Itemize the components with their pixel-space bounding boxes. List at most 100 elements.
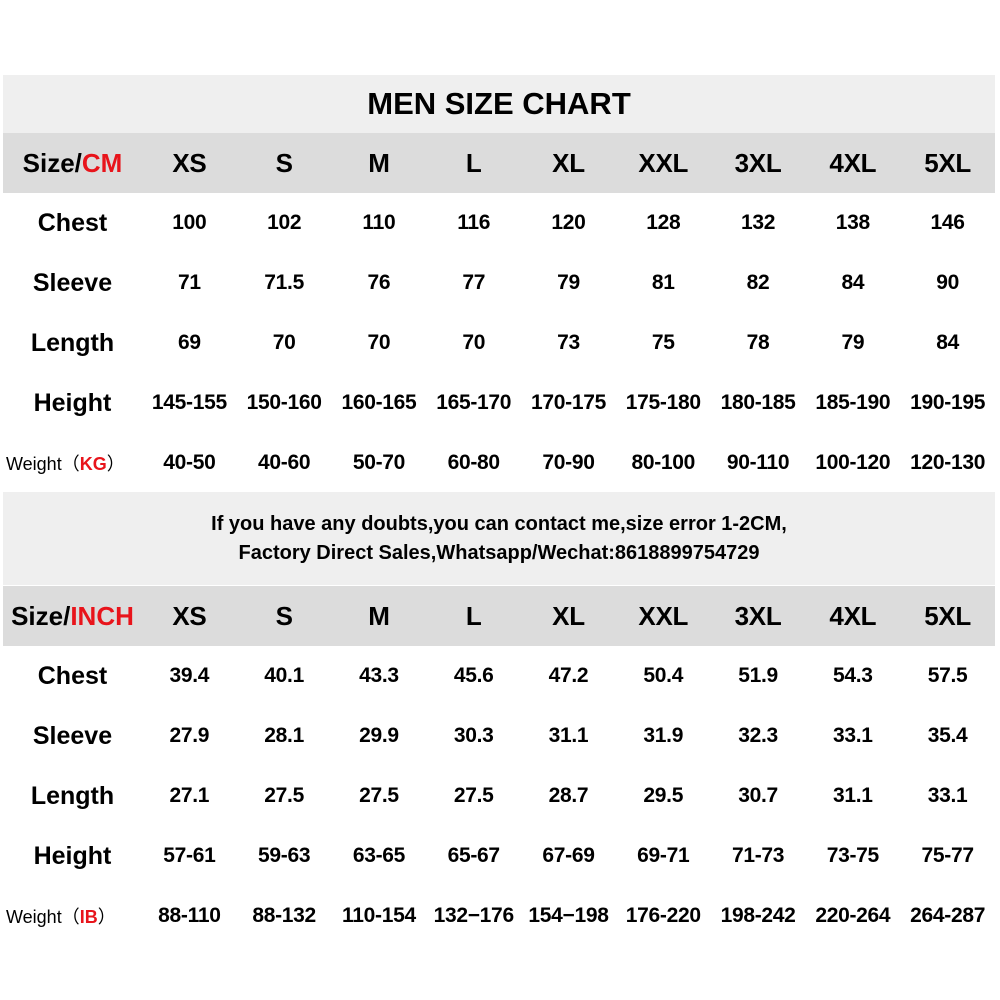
- weight-unit: KG: [79, 454, 107, 474]
- value-cell: 30.3: [453, 724, 494, 747]
- weight-label: Weight（KG）: [3, 450, 142, 476]
- size-header: XS: [172, 147, 207, 178]
- value-cell: 75: [651, 331, 675, 354]
- value-cell: 73: [557, 331, 580, 354]
- value-cell: 54.3: [832, 664, 873, 687]
- value-cell: 120: [551, 211, 586, 234]
- row-label: Height: [33, 841, 112, 870]
- size-header: 3XL: [734, 147, 782, 178]
- value-cell: 32.3: [738, 724, 778, 747]
- chest-row: Chest 39.4 40.1 43.3 45.6 47.2 50.4 51.9 54.3 57.…: [3, 646, 995, 706]
- weight-label: Weight（IB）: [3, 903, 142, 929]
- sleeve-row: Sleeve 71 71.5 76 77 79 81 82 84 90: [3, 253, 995, 313]
- value-cell: 69: [177, 331, 201, 354]
- size-header: S: [275, 147, 293, 178]
- value-cell: 51.9: [738, 664, 778, 687]
- value-cell: 40.1: [264, 664, 304, 687]
- value-cell: 28.7: [548, 784, 589, 807]
- value-cell: 27.5: [453, 784, 494, 807]
- value-cell: 70-90: [542, 451, 595, 474]
- value-cell: 69-71: [637, 844, 690, 867]
- value-cell: 27.9: [169, 724, 210, 747]
- length-row: Length 69 70 70 70 73 75 78 79 84: [3, 313, 995, 373]
- value-cell: 79: [841, 331, 865, 354]
- value-cell: 150-160: [246, 391, 322, 414]
- value-cell: 57.5: [927, 664, 968, 687]
- value-cell: 77: [462, 271, 486, 294]
- value-cell: 50.4: [643, 664, 684, 687]
- value-cell: 39.4: [169, 664, 210, 687]
- header-unit: CM: [81, 147, 123, 178]
- row-label: Length: [30, 328, 115, 357]
- cm-header-row: Size/CM XS S M L XL XXL 3XL 4XL 5XL: [3, 133, 995, 193]
- value-cell: 132−176: [433, 904, 515, 927]
- value-cell: 67-69: [542, 844, 595, 867]
- value-cell: 60-80: [447, 451, 501, 474]
- size-header: L: [465, 600, 482, 631]
- value-cell: 180-185: [720, 391, 796, 414]
- value-cell: 116: [457, 211, 491, 234]
- value-cell: 102: [267, 211, 302, 234]
- header-label: Size/CM: [3, 148, 142, 179]
- value-cell: 198-242: [720, 904, 796, 927]
- value-cell: 138: [835, 211, 870, 234]
- value-cell: 27.1: [169, 784, 210, 807]
- value-cell: 160-165: [341, 391, 417, 414]
- value-cell: 88-132: [252, 904, 316, 927]
- value-cell: 71: [177, 271, 201, 294]
- note-line-2: Factory Direct Sales,Whatsapp/Wechat:861…: [238, 541, 760, 564]
- header-unit: INCH: [70, 600, 134, 631]
- weight-row: Weight（IB） 88-110 88-132 110-154 132−176 154−…: [3, 886, 995, 946]
- value-cell: 100-120: [815, 451, 891, 474]
- inch-size-table: Size/INCH XS S M L XL XXL 3XL 4XL 5XL Chest 39.4 40.…: [3, 586, 995, 946]
- value-cell: 154−198: [528, 904, 609, 927]
- value-cell: 190-195: [910, 391, 986, 414]
- weight-text: Weight（: [6, 454, 80, 474]
- size-header: XS: [172, 600, 207, 631]
- value-cell: 31.9: [643, 724, 684, 747]
- value-cell: 78: [746, 331, 770, 354]
- value-cell: 63-65: [352, 844, 406, 867]
- weight-close: ）: [106, 454, 125, 474]
- header-prefix: Size/: [22, 147, 82, 178]
- value-cell: 79: [557, 271, 580, 294]
- length-row: Length 27.1 27.5 27.5 27.5 28.7 29.5 30.7 31.1 33…: [3, 766, 995, 826]
- value-cell: 146: [930, 211, 965, 234]
- value-cell: 29.5: [643, 784, 684, 807]
- size-header: L: [465, 147, 482, 178]
- size-header: XL: [552, 147, 585, 178]
- height-row: Height 145-155 150-160 160-165 165-170 170-17…: [3, 373, 995, 433]
- value-cell: 70: [272, 331, 296, 354]
- value-cell: 35.4: [927, 724, 968, 747]
- value-cell: 132: [740, 211, 776, 234]
- value-cell: 65-67: [447, 844, 501, 867]
- row-label: Height: [33, 388, 112, 417]
- value-cell: 80-100: [631, 451, 696, 474]
- value-cell: 120-130: [910, 451, 986, 474]
- value-cell: 45.6: [453, 664, 494, 687]
- value-cell: 128: [646, 211, 681, 234]
- value-cell: 31.1: [548, 724, 589, 747]
- value-cell: 90: [936, 271, 959, 294]
- value-cell: 70: [367, 331, 391, 354]
- value-cell: 88-110: [158, 904, 221, 927]
- value-cell: 84: [936, 331, 959, 354]
- value-cell: 31.1: [832, 784, 873, 807]
- value-cell: 220-264: [815, 904, 891, 927]
- size-header: XXL: [638, 600, 689, 631]
- note-band: If you have any doubts,you can contact m…: [3, 492, 995, 585]
- sleeve-row: Sleeve 27.9 28.1 29.9 30.3 31.1 31.9 32.3 33.1 35…: [3, 706, 995, 766]
- size-header: 3XL: [734, 600, 782, 631]
- weight-unit: IB: [79, 907, 98, 927]
- value-cell: 82: [746, 271, 770, 294]
- value-cell: 30.7: [738, 784, 778, 807]
- value-cell: 145-155: [151, 391, 227, 414]
- value-cell: 81: [651, 271, 675, 294]
- value-cell: 27.5: [264, 784, 304, 807]
- weight-row: Weight（KG） 40-50 40-60 50-70 60-80 70-90 80-10…: [3, 433, 995, 493]
- row-label: Chest: [37, 661, 108, 690]
- value-cell: 27.5: [359, 784, 399, 807]
- row-label: Chest: [37, 208, 108, 237]
- size-header: 5XL: [924, 147, 971, 178]
- chart-title: MEN SIZE CHART: [3, 75, 995, 133]
